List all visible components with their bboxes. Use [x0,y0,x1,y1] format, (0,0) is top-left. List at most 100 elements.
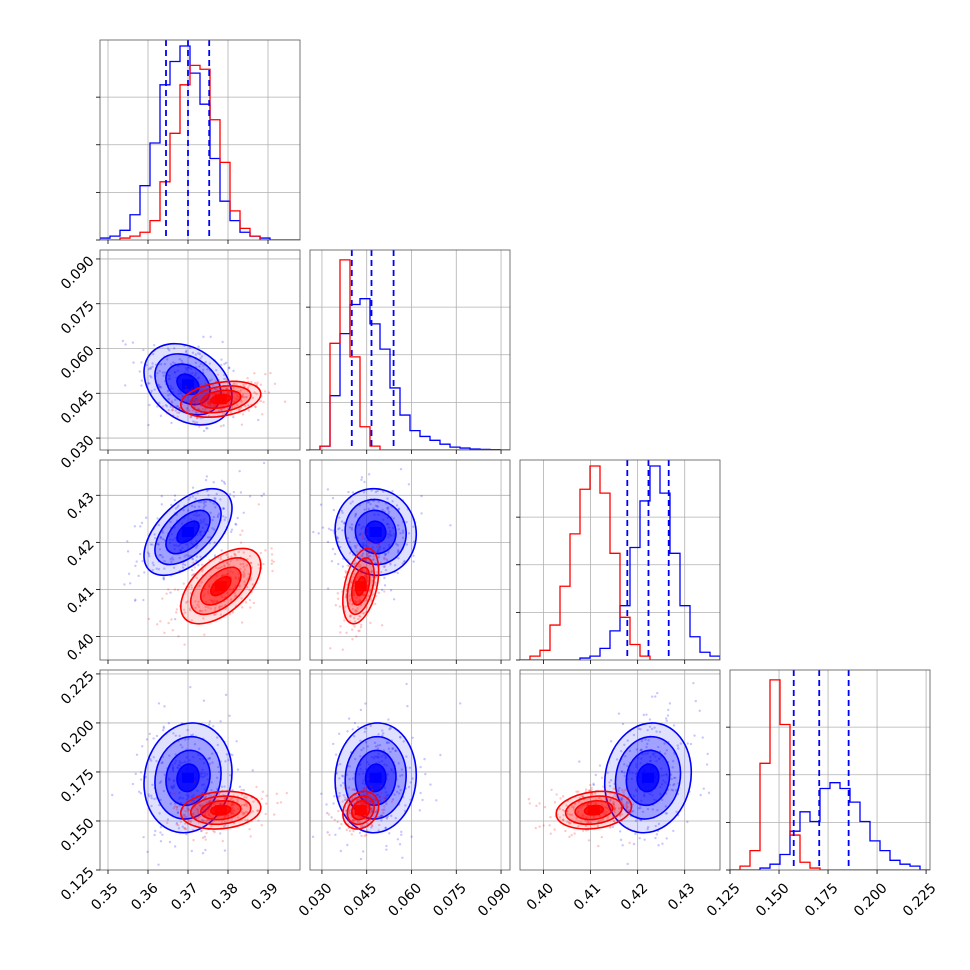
scatter-point [238,785,242,788]
scatter-point [357,617,360,621]
scatter-point [249,835,252,838]
scatter-point [341,565,345,568]
scatter-point [213,496,216,500]
scatter-point [412,525,415,528]
scatter-point [370,542,373,545]
scatter-point [615,788,618,791]
scatter-point [366,745,369,748]
y-tick-label: 0.43 [64,490,97,523]
scatter-point [149,374,152,378]
scatter-point [342,781,345,785]
scatter-point [631,803,635,806]
scatter-point [198,352,202,356]
scatter-point [181,813,185,817]
scatter-point [195,559,198,563]
scatter-point [242,511,245,514]
scatter-point [164,403,168,407]
scatter-point [221,340,224,344]
panel-3-1: 0.030 0.045 0.060 0.075 0.090 [296,669,515,920]
scatter-point [139,792,143,795]
scatter-point [342,794,346,797]
scatter-point [215,736,219,739]
scatter-point [673,782,676,786]
scatter-point [257,563,260,566]
scatter-point [356,725,360,729]
scatter-point [345,816,348,819]
scatter-point [142,598,145,602]
scatter-point [643,838,646,841]
scatter-point [251,810,255,813]
scatter-point [357,564,360,568]
scatter-point [623,771,626,774]
scatter-point [408,766,411,769]
scatter-point [162,726,165,730]
scatter-point [621,844,624,847]
scatter-point [355,544,359,547]
scatter-point [373,800,376,803]
scatter-point [407,785,411,789]
scatter-point [152,737,155,740]
scatter-point [337,809,340,813]
scatter-point [657,844,660,847]
scatter-point [348,829,352,833]
scatter-point [647,739,650,742]
scatter-point [220,549,223,552]
scatter-point [228,563,231,566]
scatter-point [159,840,163,843]
scatter-point [654,824,657,828]
scatter-point [158,401,161,405]
scatter-point [275,792,278,796]
scatter-point [256,809,259,812]
scatter-point [424,772,427,776]
scatter-point [158,812,161,815]
scatter-point [365,532,368,535]
y-tick-label: 0.060 [58,343,98,383]
scatter-point [379,798,382,801]
scatter-point [672,776,676,780]
scatter-point [150,389,153,393]
scatter-point [620,797,623,800]
scatter-point [391,490,394,493]
scatter-point [594,773,597,777]
scatter-point [370,570,373,574]
scatter-point [401,856,404,860]
scatter-point [147,617,151,621]
scatter-point [371,824,374,828]
scatter-point [375,574,378,578]
scatter-point [184,815,188,819]
scatter-point [239,491,243,494]
scatter-point [225,553,228,557]
scatter-point [407,532,411,535]
scatter-point [400,768,404,771]
scatter-point [243,574,246,577]
scatter-point [185,349,188,352]
scatter-point [262,461,266,465]
panel-0-0 [96,39,301,244]
scatter-point [167,588,170,591]
scatter-point [172,558,175,561]
panel-frame [309,249,511,451]
scatter-point [152,563,155,567]
scatter-point [209,500,212,503]
scatter-point [398,735,402,739]
scatter-point [183,611,187,614]
scatter-point [180,359,183,362]
scatter-point [366,822,369,825]
scatter-point [576,790,580,793]
scatter-point [352,819,355,822]
scatter-point [264,549,267,552]
scatter-point [330,816,333,819]
panel-2-0: 0.40 0.41 0.42 0.43 [64,459,301,664]
panel-2-2 [516,459,721,664]
scatter-point [604,798,608,802]
panel-2-1 [309,459,511,664]
scatter-point [216,515,220,519]
scatter-point [567,821,571,824]
scatter-point [584,824,588,828]
scatter-point [240,793,244,796]
scatter-point [555,793,558,796]
scatter-point [602,785,605,788]
scatter-point [590,786,593,789]
scatter-point [383,590,386,593]
scatter-point [393,793,396,796]
